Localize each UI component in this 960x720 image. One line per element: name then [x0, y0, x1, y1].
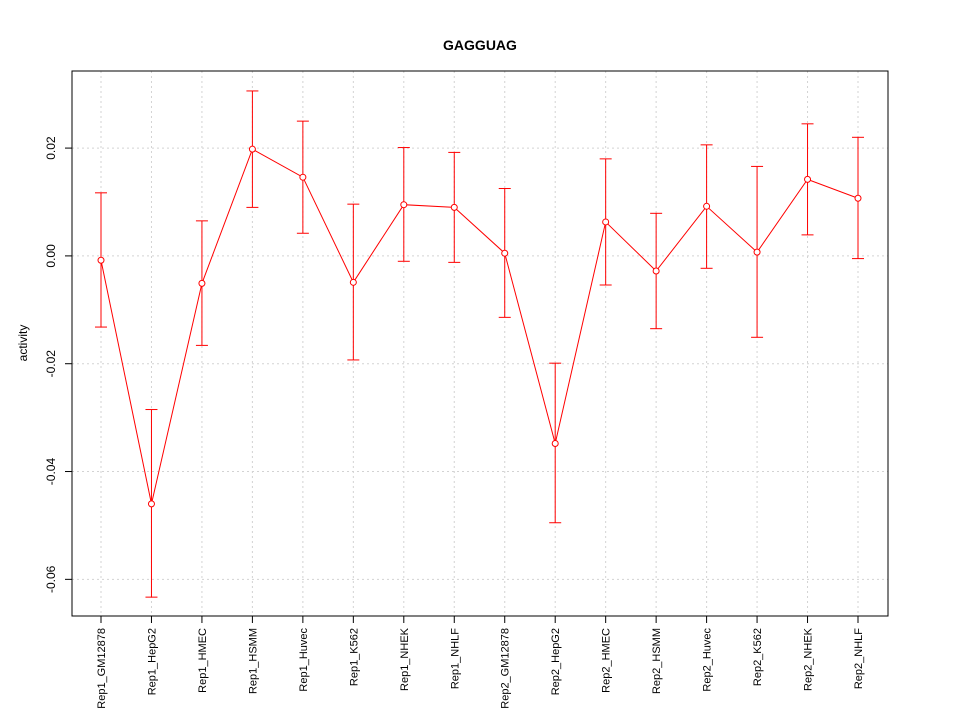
data-point: [551, 439, 559, 447]
x-tick-label: Rep1_HMEC: [197, 628, 209, 693]
y-axis: -0.06 -0.04 -0.02 0.00 0.02: [44, 136, 73, 593]
plot-frame: [71, 70, 889, 617]
x-tick-label: Rep2_HSMM: [651, 628, 663, 694]
data-point: [703, 202, 711, 210]
x-tick-label: Rep2_NHLF: [853, 628, 865, 689]
data-point: [753, 248, 761, 256]
x-tick-label: Rep1_HepG2: [146, 628, 158, 695]
data-point: [147, 500, 155, 508]
y-tick-label: 0.00: [44, 244, 58, 268]
x-tick-label: Rep1_GM12878: [96, 628, 108, 709]
x-tick-label: Rep2_NHEK: [803, 627, 815, 691]
x-tick-label: Rep2_HepG2: [550, 628, 562, 695]
data-point: [602, 218, 610, 226]
chart-title: GAGGUAG: [443, 37, 517, 53]
x-tick-label: Rep1_Huvec: [298, 628, 310, 692]
x-tick-label: Rep1_NHLF: [449, 628, 461, 689]
y-axis-label: activity: [16, 325, 30, 362]
y-tick-label: -0.04: [44, 458, 58, 486]
data-point: [652, 267, 660, 275]
data-point: [400, 201, 408, 209]
y-tick-label: 0.02: [44, 136, 58, 160]
x-tick-label: Rep2_Huvec: [702, 628, 714, 692]
data-point: [349, 278, 357, 286]
x-axis: Rep1_GM12878 Rep1_HepG2 Rep1_HMEC Rep1_HSMM…: [96, 615, 865, 709]
data-point: [198, 279, 206, 287]
data-point: [501, 249, 509, 257]
y-tick-label: -0.02: [44, 350, 58, 378]
x-tick-label: Rep1_NHEK: [399, 627, 411, 691]
data-point: [854, 194, 862, 202]
data-point: [804, 175, 812, 183]
x-tick-label: Rep2_HMEC: [601, 628, 613, 693]
data-point: [248, 145, 256, 153]
grid-layer: [72, 71, 888, 616]
data-point: [299, 173, 307, 181]
x-tick-label: Rep1_HSMM: [247, 628, 259, 694]
data-point: [97, 256, 105, 264]
x-tick-label: Rep1_K562: [348, 628, 360, 686]
x-tick-label: Rep2_GM12878: [500, 628, 512, 709]
points-layer: [97, 145, 862, 508]
data-point: [450, 203, 458, 211]
error-bars-layer: [95, 90, 864, 598]
series-line-layer: [100, 148, 859, 504]
y-tick-label: -0.06: [44, 565, 58, 593]
series-line: [100, 148, 859, 504]
x-tick-label: Rep2_K562: [752, 628, 764, 686]
